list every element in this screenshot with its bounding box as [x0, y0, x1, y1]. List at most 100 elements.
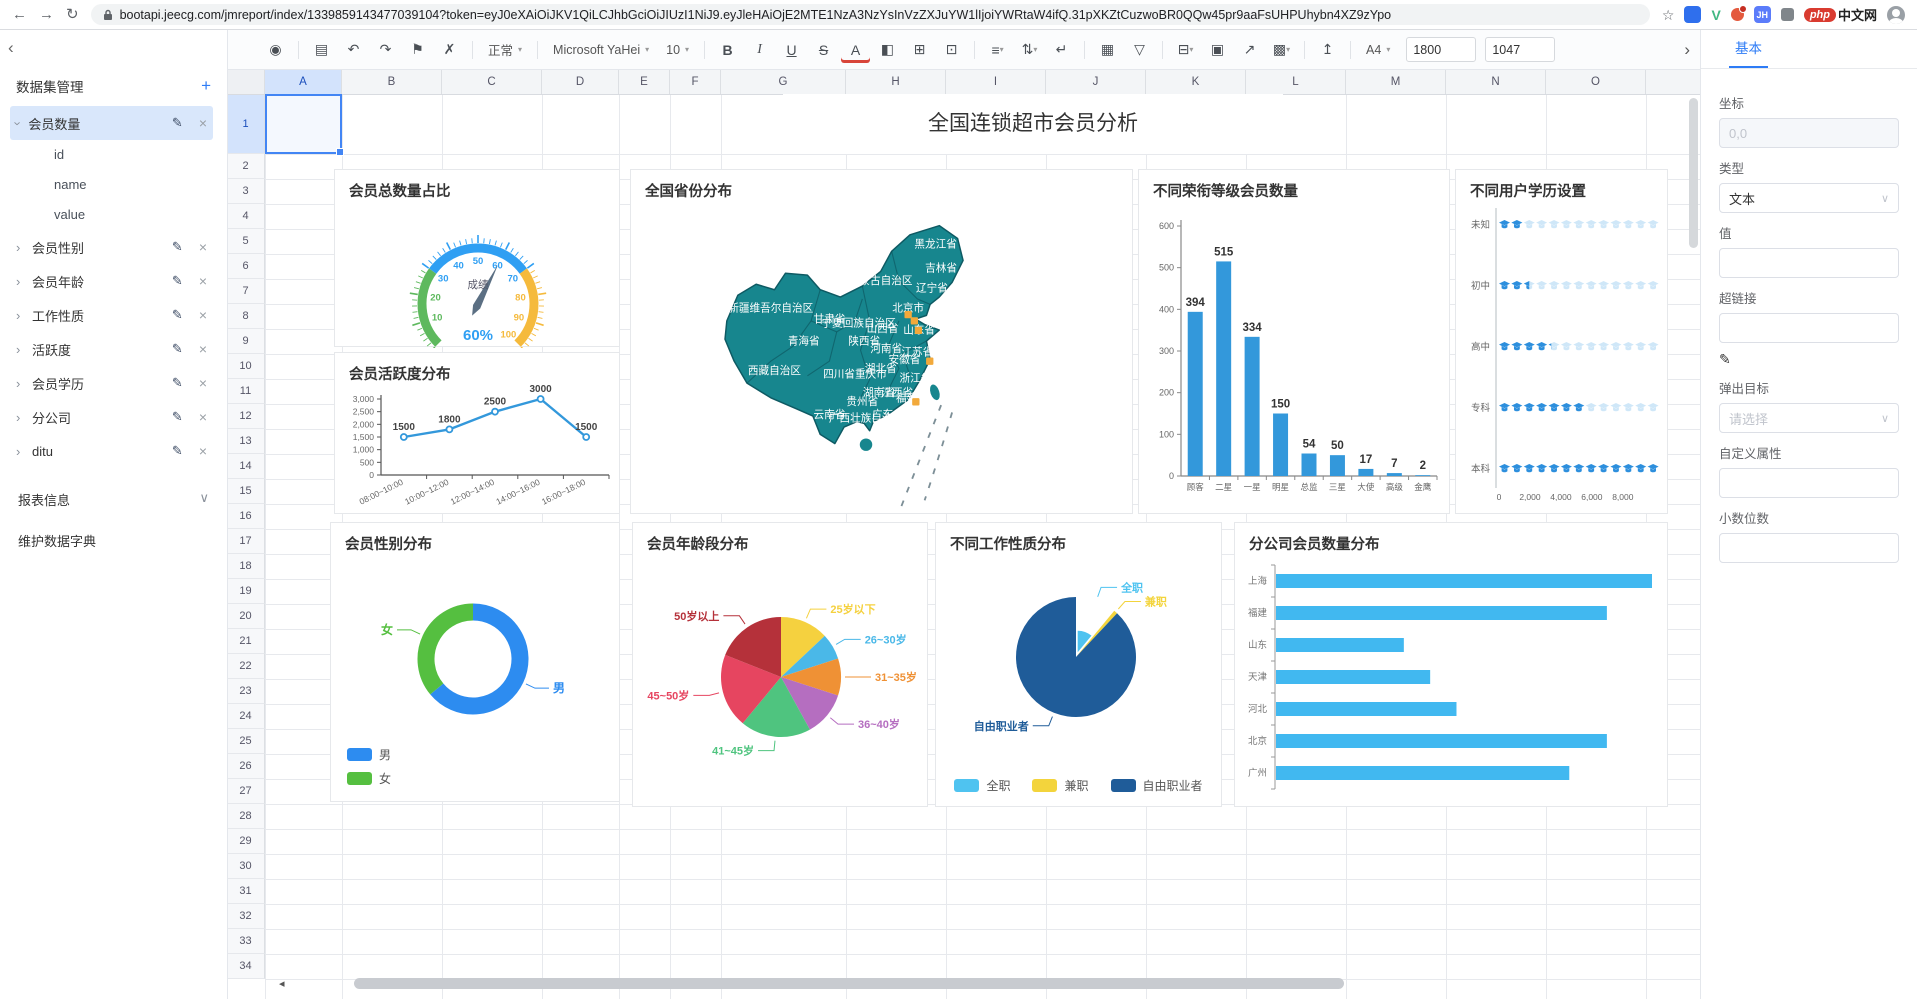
edit-icon[interactable]: ✎	[171, 409, 183, 424]
extension-person-icon[interactable]	[1730, 5, 1747, 21]
dataset-field-value[interactable]: value	[54, 207, 86, 222]
column-header-E[interactable]: E	[619, 70, 670, 94]
legend-item[interactable]: 女	[347, 770, 391, 787]
row-header-10[interactable]: 10	[227, 354, 265, 379]
delete-icon[interactable]: ×	[198, 273, 207, 289]
legend-item[interactable]: 自由职业者	[1110, 777, 1203, 794]
align-dropdown[interactable]: ≡ ▾	[991, 41, 1004, 58]
collapse-right-panel-icon[interactable]: ›	[1684, 39, 1690, 59]
edit-icon[interactable]: ✎	[171, 115, 183, 130]
column-header-N[interactable]: N	[1446, 70, 1546, 94]
column-header-C[interactable]: C	[442, 70, 542, 94]
row-header-25[interactable]: 25	[227, 729, 265, 754]
reload-icon[interactable]: ↻	[66, 6, 79, 23]
delete-icon[interactable]: ×	[198, 341, 207, 357]
edit-icon[interactable]: ✎	[171, 273, 183, 288]
dataset-item-5[interactable]: › 活跃度 ✎ ×	[10, 332, 213, 366]
edit-icon[interactable]: ✎	[171, 307, 183, 322]
bold-button[interactable]: B	[722, 41, 733, 58]
horizontal-scrollbar[interactable]	[354, 978, 1344, 989]
chart-panel-gender[interactable]: 会员性别分布 男女男女	[330, 522, 620, 802]
profile-avatar[interactable]	[1887, 5, 1905, 24]
wrap-text-icon[interactable]: ↵	[1055, 41, 1068, 57]
row-header-34[interactable]: 34	[227, 954, 265, 979]
border-icon[interactable]: ⊞	[913, 41, 926, 57]
chart-panel-job[interactable]: 不同工作性质分布 全职 兼职 自由职业者 全职 兼职 自由职业者	[935, 522, 1222, 807]
row-header-23[interactable]: 23	[227, 679, 265, 704]
selected-cell[interactable]	[265, 94, 344, 156]
strikethrough-button[interactable]: S	[818, 41, 829, 58]
row-header-9[interactable]: 9	[227, 329, 265, 354]
tab-basic[interactable]: 基本	[1729, 37, 1768, 68]
back-icon[interactable]: ←	[12, 6, 27, 23]
chevron-down-icon[interactable]: ›	[10, 120, 26, 126]
column-header-A[interactable]: A	[265, 70, 342, 94]
chevron-right-icon[interactable]: ›	[16, 307, 21, 323]
row-header-7[interactable]: 7	[227, 279, 265, 304]
merge-cells-icon[interactable]: ⊡	[945, 41, 958, 57]
chevron-right-icon[interactable]: ›	[16, 375, 21, 391]
chevron-right-icon[interactable]: ›	[16, 273, 21, 289]
row-header-26[interactable]: 26	[227, 754, 265, 779]
bookmark-star-icon[interactable]: ☆	[1661, 6, 1675, 23]
insert-table-icon[interactable]: ▦	[1100, 41, 1115, 57]
row-header-3[interactable]: 3	[227, 179, 265, 204]
row-header-28[interactable]: 28	[227, 804, 265, 829]
chart-panel-map[interactable]: 全国省份分布 黑龙江省 吉林省 辽宁省 内蒙古自治区 北京市 新疆维吾尔自治区 甘肃省 宁夏回…	[630, 169, 1133, 514]
edit-icon[interactable]: ✎	[171, 375, 183, 390]
chevron-right-icon[interactable]: ›	[16, 239, 21, 255]
row-header-5[interactable]: 5	[227, 229, 265, 254]
chart-panel-gauge[interactable]: 会员总数量占比 10 20 30 40 50 60 70 80 90 100 成绩 60%	[334, 169, 620, 354]
row-header-15[interactable]: 15	[227, 479, 265, 504]
print-dropdown[interactable]: ⊟ ▾	[1177, 41, 1194, 57]
dataset-item-2[interactable]: › 会员性别 ✎ ×	[10, 230, 213, 264]
sheet-width-input[interactable]	[1406, 37, 1477, 62]
url-bar[interactable]: bootapi.jeecg.com/jmreport/index/1339859…	[90, 4, 1650, 25]
format-painter-icon[interactable]: ⚑	[411, 41, 424, 57]
column-header-K[interactable]: K	[1146, 70, 1246, 94]
filter-icon[interactable]: ▽	[1134, 41, 1145, 57]
extension-blue-icon[interactable]	[1684, 6, 1702, 23]
chart-panel-activity[interactable]: 会员活跃度分布 0 500 1,000 1,500 2,000 2,500 3,000 150…	[334, 352, 620, 514]
sidebar-section-1[interactable]: 报表信息 ∨	[18, 490, 209, 509]
popup-target-select[interactable]: 请选择 ∨	[1719, 403, 1899, 433]
decimal-digits-field[interactable]	[1719, 533, 1899, 563]
page-size-dropdown[interactable]: A4 ▾	[1366, 42, 1391, 57]
vue-devtools-icon[interactable]: V	[1711, 6, 1721, 23]
collapse-sidebar-icon[interactable]: ‹	[8, 38, 14, 57]
qrcode-dropdown[interactable]: ▩ ▾	[1272, 41, 1291, 57]
row-header-20[interactable]: 20	[227, 604, 265, 629]
delete-icon[interactable]: ×	[198, 239, 207, 255]
import-icon[interactable]: ↥	[1321, 41, 1334, 57]
row-header-22[interactable]: 22	[227, 654, 265, 679]
column-header-L[interactable]: L	[1246, 70, 1346, 94]
sheet-height-input[interactable]	[1485, 37, 1556, 62]
column-header-O[interactable]: O	[1546, 70, 1646, 94]
row-header-29[interactable]: 29	[227, 829, 265, 854]
row-header-13[interactable]: 13	[227, 429, 265, 454]
value-field[interactable]	[1719, 248, 1899, 278]
type-select[interactable]: 文本 ∨	[1719, 183, 1899, 213]
column-header-J[interactable]: J	[1046, 70, 1146, 94]
delete-icon[interactable]: ×	[198, 115, 207, 131]
font-family-dropdown[interactable]: Microsoft YaHei ▾	[553, 42, 650, 57]
insert-image-icon[interactable]: ▣	[1210, 41, 1225, 57]
font-size-dropdown[interactable]: 10 ▾	[666, 42, 690, 57]
column-header-H[interactable]: H	[846, 70, 946, 94]
column-header-F[interactable]: F	[670, 70, 721, 94]
column-header-I[interactable]: I	[946, 70, 1046, 94]
valign-dropdown[interactable]: ⇅ ▾	[1021, 41, 1038, 57]
corner-cell[interactable]	[227, 70, 265, 94]
chart-panel-education[interactable]: 不同用户学历设置 未知 初中 高中 专科 本科 0 2,000 4,000 6,000 8,000	[1455, 169, 1668, 514]
chevron-right-icon[interactable]: ›	[16, 341, 21, 357]
save-icon[interactable]: ▤	[314, 41, 329, 57]
underline-button[interactable]: U	[786, 41, 797, 58]
extensions-puzzle-icon[interactable]	[1780, 8, 1794, 21]
vertical-scrollbar[interactable]	[1689, 98, 1698, 248]
row-header-12[interactable]: 12	[227, 404, 265, 429]
fill-color-icon[interactable]: ◧	[880, 41, 895, 57]
row-header-14[interactable]: 14	[227, 454, 265, 479]
style-dropdown[interactable]: 正常 ▾	[488, 44, 523, 58]
column-header-D[interactable]: D	[542, 70, 619, 94]
coordinate-field[interactable]: 0,0	[1719, 118, 1899, 148]
